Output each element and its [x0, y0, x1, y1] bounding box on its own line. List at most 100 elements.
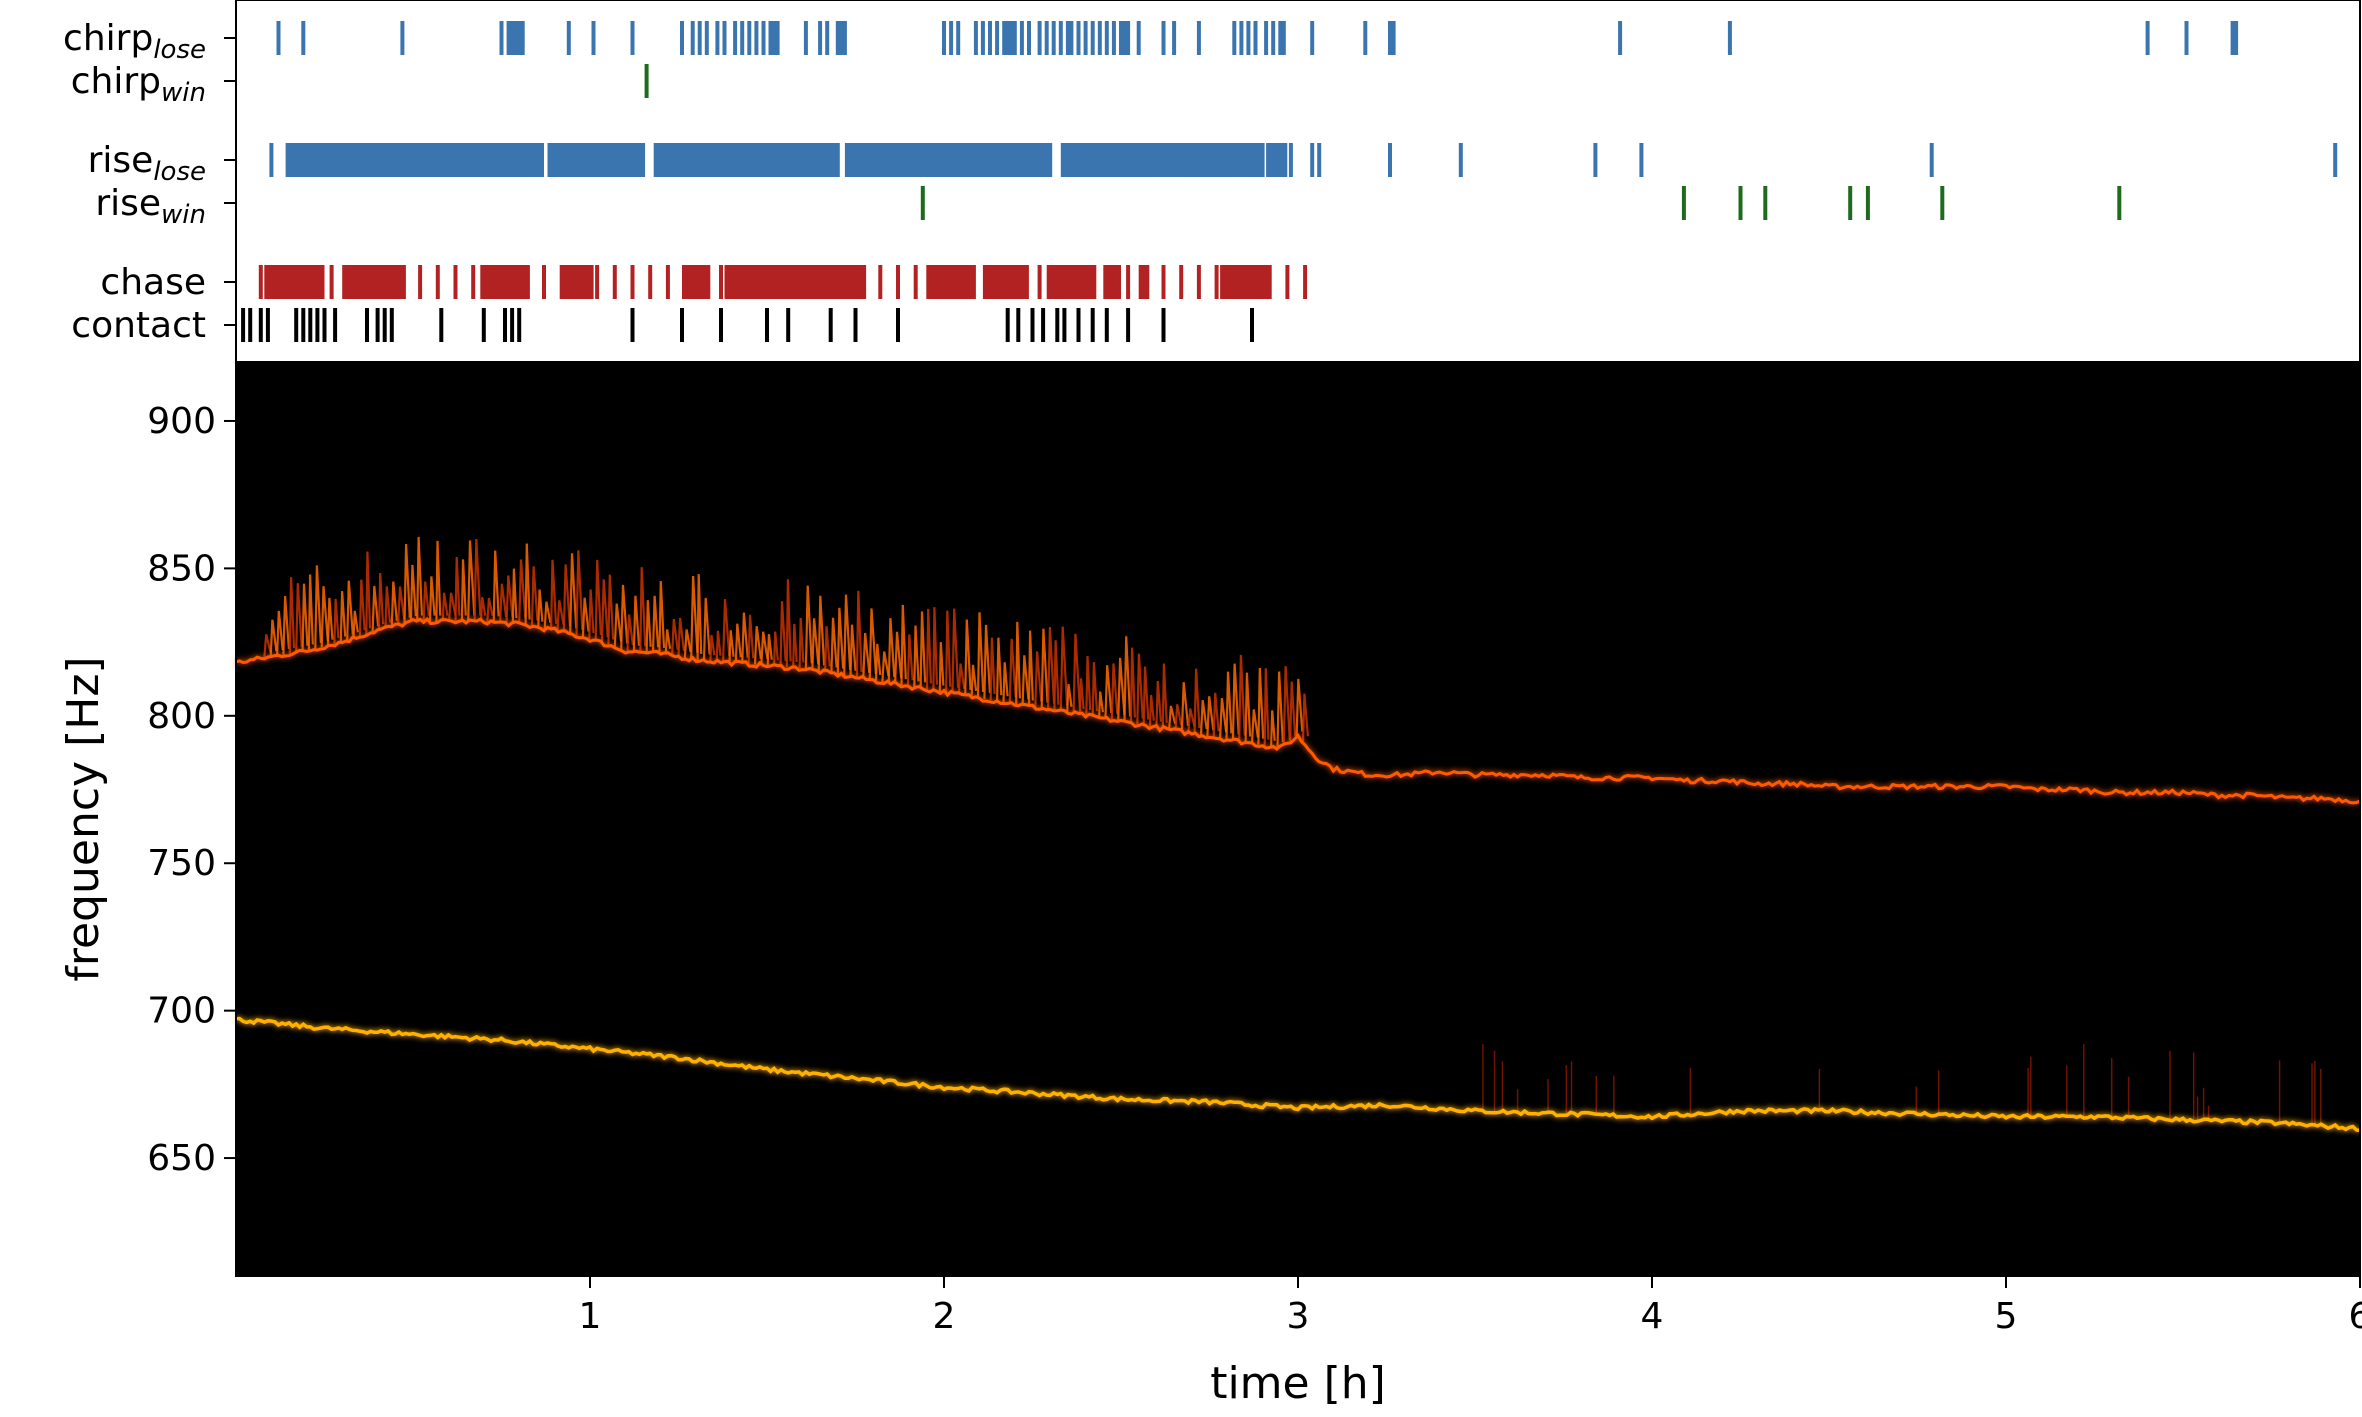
rise-streak — [1091, 662, 1098, 718]
rise-streak — [632, 595, 641, 652]
rise-streak — [569, 553, 578, 635]
rise-streak — [709, 634, 716, 662]
y-axis-label: frequency [Hz] — [58, 656, 109, 981]
x-tick-label: 3 — [1287, 1296, 1310, 1337]
rise-streak — [639, 567, 647, 653]
rise-streak — [1078, 678, 1085, 715]
rise-streak — [1047, 627, 1056, 710]
rise-streak — [1123, 636, 1132, 723]
y-tick-label: 650 — [147, 1138, 216, 1179]
rise-streak — [658, 581, 666, 654]
rise-streak — [403, 543, 411, 624]
rise-streak — [957, 663, 966, 695]
rise-streak — [326, 597, 334, 646]
rise-streak — [964, 619, 972, 696]
rise-streak — [333, 598, 340, 645]
x-axis-label: time [h] — [1210, 1358, 1386, 1409]
rise-streak — [976, 612, 985, 698]
rise-streak — [983, 624, 991, 699]
rise-streak — [785, 579, 792, 668]
rise-streak — [804, 585, 813, 670]
y-tick-label: 700 — [147, 991, 216, 1032]
rise-streak — [1168, 705, 1177, 730]
rise-streak — [919, 611, 927, 689]
rise-streak — [1027, 630, 1034, 707]
event-span-rise-lose-3 — [653, 143, 838, 177]
rise-streak — [1104, 665, 1113, 720]
rise-streak — [996, 637, 1003, 702]
rise-streak — [282, 595, 290, 655]
raster-y-ticks — [224, 37, 236, 326]
rise-streak — [855, 590, 863, 678]
rise-streak — [1034, 651, 1043, 708]
x-tick-label: 1 — [579, 1296, 602, 1337]
rise-streak — [1257, 668, 1265, 745]
rise-streak — [1180, 682, 1190, 732]
y-tick-label: 750 — [147, 843, 216, 884]
rise-streak — [276, 610, 284, 656]
row-label-rise-lose: riselose — [88, 140, 206, 187]
y-tick-label: 850 — [147, 548, 216, 589]
rise-streak — [1193, 668, 1201, 735]
rise-streak — [734, 623, 742, 664]
rise-streak — [1059, 626, 1069, 712]
rise-streak — [1142, 666, 1150, 726]
rise-streak — [511, 568, 518, 624]
y-axis-ticks: 650 700 750 800 850 900 — [147, 401, 236, 1179]
rise-streak — [320, 586, 329, 648]
row-label-rise-win: risewin — [95, 183, 206, 230]
rise-streak — [1263, 668, 1270, 746]
rise-streak — [868, 608, 877, 680]
rise-streak — [728, 630, 735, 663]
rise-streak — [384, 586, 392, 629]
rise-streak — [1098, 691, 1104, 719]
rise-streak — [301, 583, 309, 652]
event-span-rise-lose-5 — [1060, 143, 1263, 177]
raster-row-labels: chirplose chirpwin riselose risewin chas… — [63, 18, 206, 346]
y-tick-label: 900 — [147, 401, 216, 442]
rise-streak — [677, 617, 685, 657]
rise-streak — [798, 617, 805, 669]
rise-streak — [830, 617, 838, 674]
rise-streak — [881, 651, 890, 683]
rise-streak — [760, 631, 769, 666]
rise-streak — [346, 580, 354, 641]
rise-streak — [600, 579, 609, 644]
rise-streak — [1148, 694, 1155, 727]
rise-streak — [1206, 696, 1215, 737]
rise-streak — [441, 592, 449, 622]
rise-streak — [588, 589, 595, 640]
row-label-chirp-lose: chirplose — [63, 18, 206, 65]
rise-streak — [1289, 681, 1297, 742]
x-tick-label: 2 — [933, 1296, 956, 1337]
rise-streak — [970, 664, 978, 697]
rise-streak — [352, 610, 359, 639]
rise-streak — [269, 619, 278, 658]
rise-streak — [843, 594, 852, 676]
rise-streak — [390, 581, 398, 627]
rise-streak — [1129, 647, 1136, 724]
rise-streak — [645, 600, 652, 653]
x-tick-label: 6 — [2349, 1296, 2362, 1337]
rise-streak — [486, 597, 494, 622]
rise-streak — [938, 642, 945, 692]
rise-streak — [339, 591, 347, 643]
spectrogram-trace-upper — [235, 616, 2361, 805]
event-span-rise-lose-0 — [285, 143, 343, 177]
rise-streak — [505, 575, 514, 624]
x-axis-ticks: 1 2 3 4 5 6 — [579, 1276, 2362, 1337]
rise-streak — [747, 614, 755, 665]
rise-streak — [874, 643, 882, 681]
rise-streak — [792, 623, 798, 668]
rise-streak — [1174, 704, 1183, 731]
rise-streak — [1053, 640, 1060, 711]
rise-streak — [518, 559, 527, 625]
spectrogram-panel: 1 2 3 4 5 6 650 700 750 800 850 900 time [h] frequ… — [58, 361, 2362, 1409]
spectrogram-trace-lower — [235, 1016, 2361, 1133]
rise-streak — [1015, 621, 1021, 705]
rise-streak — [607, 574, 615, 646]
rise-streak — [913, 625, 920, 688]
rise-streak — [900, 604, 907, 686]
rise-streak — [422, 581, 430, 622]
rise-streak — [779, 601, 787, 667]
